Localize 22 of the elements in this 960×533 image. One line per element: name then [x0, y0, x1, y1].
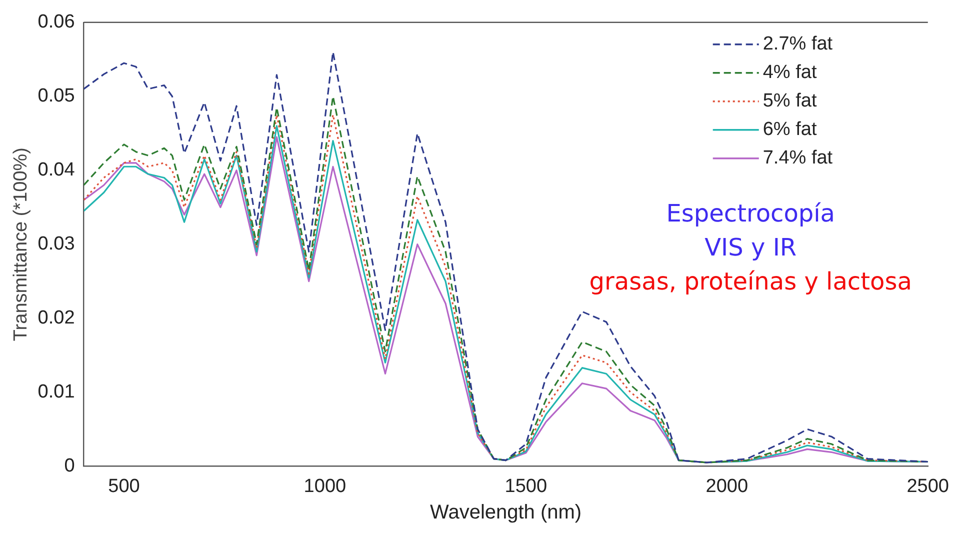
- y-tick-label: 0.05: [38, 86, 75, 107]
- legend-label: 7.4% fat: [762, 148, 834, 169]
- annotation: grasas, proteínas y lactosa: [589, 268, 912, 296]
- x-tick-label: 2000: [706, 476, 748, 497]
- x-tick-label: 1500: [504, 476, 548, 497]
- y-tick-label: 0.02: [38, 308, 75, 328]
- legend-label: 2.7% fat: [762, 34, 834, 55]
- x-tick-label: 1000: [304, 476, 346, 497]
- y-tick-label: 0.03: [38, 234, 75, 255]
- x-tick-label: 2500: [906, 476, 950, 497]
- annotation: Espectrocopía: [666, 200, 836, 228]
- annotation: VIS y IR: [704, 234, 797, 262]
- x-tick-label: 500: [108, 476, 140, 497]
- y-tick-label: 0.01: [38, 381, 75, 402]
- legend-label: 4% fat: [762, 62, 818, 84]
- y-tick-label: 0: [64, 455, 75, 476]
- y-tick-label: 0.06: [38, 12, 75, 33]
- x-axis-title: Wavelength (nm): [430, 502, 582, 524]
- y-tick-label: 0.04: [38, 160, 76, 181]
- legend-label: 6% fat: [762, 119, 818, 140]
- legend-label: 5% fat: [762, 90, 818, 112]
- y-axis-title: Transmittance (*100%): [10, 148, 32, 342]
